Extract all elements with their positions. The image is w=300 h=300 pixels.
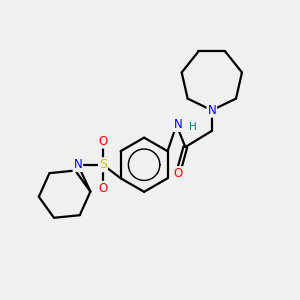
Text: N: N	[208, 104, 216, 117]
Text: O: O	[173, 167, 183, 180]
Text: S: S	[99, 158, 107, 171]
Text: N: N	[174, 118, 182, 131]
Text: O: O	[98, 135, 107, 148]
Text: N: N	[74, 158, 82, 171]
Text: O: O	[98, 182, 107, 195]
Text: H: H	[189, 122, 196, 132]
